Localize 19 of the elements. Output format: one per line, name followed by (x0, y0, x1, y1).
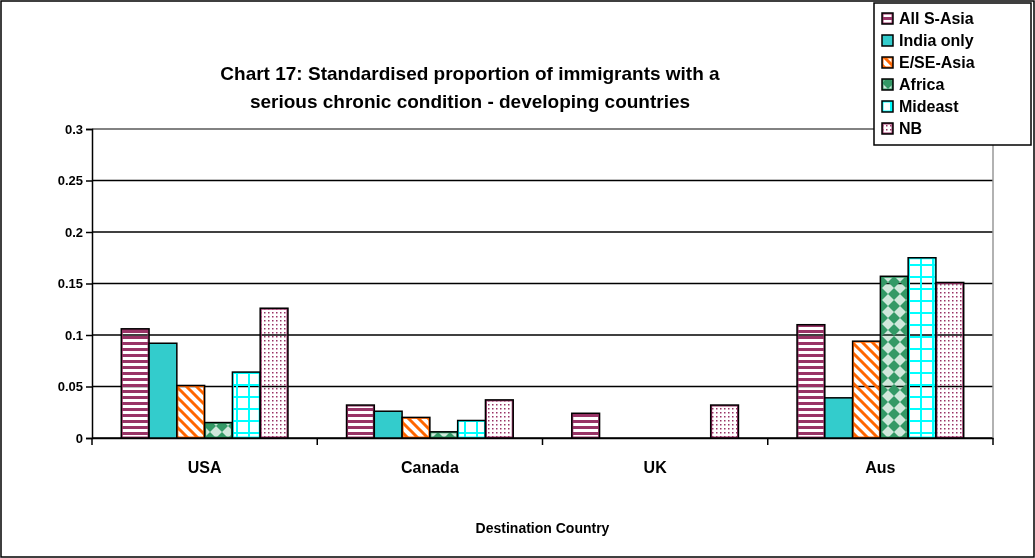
legend-label: All S-Asia (899, 10, 974, 27)
legend-label: India only (899, 32, 974, 49)
x-axis-title: Destination Country (475, 520, 610, 536)
legend-label: E/SE-Asia (899, 54, 975, 71)
x-tick-label: UK (643, 459, 668, 477)
y-tick-label: 0.15 (57, 276, 83, 292)
y-tick-label: 0 (75, 430, 83, 446)
legend-label: NB (899, 120, 923, 137)
y-tick-label: 0.3 (64, 121, 83, 137)
chart-title: Chart 17: Standardised proportion of immigrants with a serious chronic condition - developing countries (220, 63, 721, 112)
y-tick-label: 0.25 (57, 173, 83, 189)
legend-label: Africa (899, 76, 945, 93)
x-tick-label: Canada (400, 459, 459, 477)
y-tick-label: 0.1 (64, 327, 83, 343)
legend-label: Mideast (899, 98, 960, 115)
x-tick-label: Aus (865, 459, 896, 477)
y-tick-label: 0.2 (64, 224, 83, 240)
y-tick-label: 0.05 (57, 379, 83, 395)
x-tick-label: USA (187, 459, 222, 477)
